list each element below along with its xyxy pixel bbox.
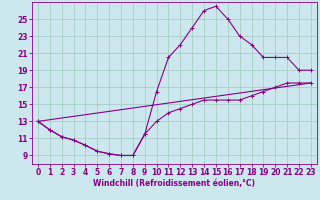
X-axis label: Windchill (Refroidissement éolien,°C): Windchill (Refroidissement éolien,°C) — [93, 179, 255, 188]
